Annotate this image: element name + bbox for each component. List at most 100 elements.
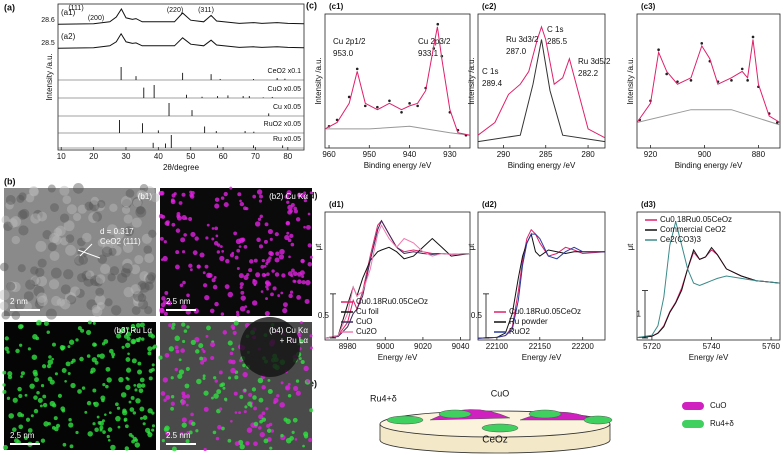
texture-dot: [11, 235, 21, 245]
peak-annotation: Cu 2p3/2: [418, 37, 451, 46]
texture-dot: [199, 252, 205, 258]
texture-dot: [92, 422, 96, 426]
texture-dot: [94, 294, 106, 306]
texture-dot: [25, 279, 36, 290]
texture-dot: [267, 228, 274, 235]
texture-dot: [120, 327, 126, 333]
texture-dot: [170, 198, 175, 203]
legend-label: Ru powder: [509, 317, 548, 326]
texture-dot: [289, 290, 294, 294]
subpanel-label: (d1): [329, 200, 344, 209]
texture-dot: [301, 274, 305, 279]
schematic: CeOz CuO Ru4+δ CuO Ru4+δ: [370, 388, 734, 454]
texture-dot: [30, 213, 41, 224]
x-tick-label: 30: [122, 152, 131, 161]
texture-dot: [33, 372, 38, 377]
x-tick-label: 22100: [486, 342, 509, 351]
texture-dot: [185, 439, 190, 444]
texture-dot: [204, 264, 209, 269]
texture-dot: [232, 330, 237, 335]
texture-dot: [49, 251, 60, 261]
texture-dot: [140, 337, 145, 341]
texture-dot: [295, 379, 300, 383]
plot-frame: [636, 13, 781, 149]
texture-dot: [33, 395, 38, 400]
texture-dot: [135, 206, 147, 218]
texture-dot: [168, 323, 173, 328]
texture-dot: [303, 191, 307, 195]
texture-dot: [303, 365, 309, 372]
texture-dot: [269, 446, 273, 450]
texture-dot: [36, 275, 48, 287]
texture-dot: [107, 438, 111, 442]
texture-dot: [186, 403, 189, 407]
texture-dot: [202, 376, 206, 381]
texture-dot: [276, 394, 280, 398]
texture-dot: [139, 377, 145, 383]
peak-label: 28.6: [41, 17, 55, 24]
texture-dot: [75, 430, 79, 435]
texture-dot: [268, 250, 273, 256]
texture-dot: [243, 244, 248, 249]
texture-dot: [144, 281, 154, 291]
texture-dot: [104, 413, 107, 416]
texture-dot: [29, 187, 39, 197]
texture-dot: [257, 217, 262, 221]
texture-dot: [89, 370, 94, 374]
texture-dot: [6, 396, 11, 400]
texture-dot: [151, 424, 156, 428]
texture-dot: [307, 243, 312, 248]
texture-dot: [85, 329, 92, 335]
texture-dot: [188, 217, 193, 221]
ru-island: [386, 415, 424, 425]
texture-dot: [303, 225, 306, 229]
texture-dot: [234, 375, 239, 380]
texture-dot: [33, 408, 39, 414]
texture-dot: [124, 424, 129, 429]
texture-dot: [261, 385, 266, 390]
texture-dot: [69, 444, 74, 449]
texture-dot: [136, 338, 141, 343]
texture-dot: [24, 436, 28, 441]
x-tick-label: 280: [581, 150, 595, 159]
texture-dot: [134, 442, 141, 448]
texture-dot: [111, 245, 122, 256]
texture-dot: [27, 347, 31, 351]
texture-dot: [229, 351, 234, 356]
xrd-curve: [57, 32, 305, 49]
texture-dot: [62, 442, 67, 447]
texture-dot: [309, 334, 313, 338]
texture-dot: [309, 346, 313, 350]
texture-dot: [2, 383, 6, 387]
texture-dot: [256, 237, 261, 243]
x-axis-label: Binding energy /eV: [675, 161, 743, 170]
texture-dot: [221, 250, 225, 253]
data-point: [400, 110, 403, 114]
texture-dot: [303, 434, 309, 439]
texture-dot: [166, 300, 172, 306]
texture-dot: [266, 428, 272, 433]
y-axis-label: Intensity /a.u.: [45, 53, 54, 101]
texture-dot: [68, 422, 74, 428]
texture-dot: [18, 424, 24, 430]
x-tick-label: 80: [283, 152, 292, 161]
x-tick-label: 9020: [414, 342, 432, 351]
texture-dot: [5, 201, 14, 210]
x-tick-label: 290: [497, 150, 511, 159]
texture-dot: [182, 280, 186, 285]
texture-dot: [242, 363, 246, 368]
texture-dot: [202, 349, 206, 354]
texture-dot: [233, 231, 238, 236]
texture-dot: [214, 226, 219, 231]
texture-dot: [230, 367, 236, 374]
texture-dot: [139, 406, 145, 412]
peak-annotation: 282.2: [578, 69, 599, 78]
texture-dot: [17, 386, 22, 392]
texture-dot: [194, 337, 200, 343]
scale-label: 0.5: [471, 311, 483, 320]
reference-label: CeO2 x0.1: [268, 68, 302, 75]
texture-dot: [190, 231, 196, 238]
texture-dot: [183, 329, 188, 333]
texture-dot: [101, 419, 105, 423]
